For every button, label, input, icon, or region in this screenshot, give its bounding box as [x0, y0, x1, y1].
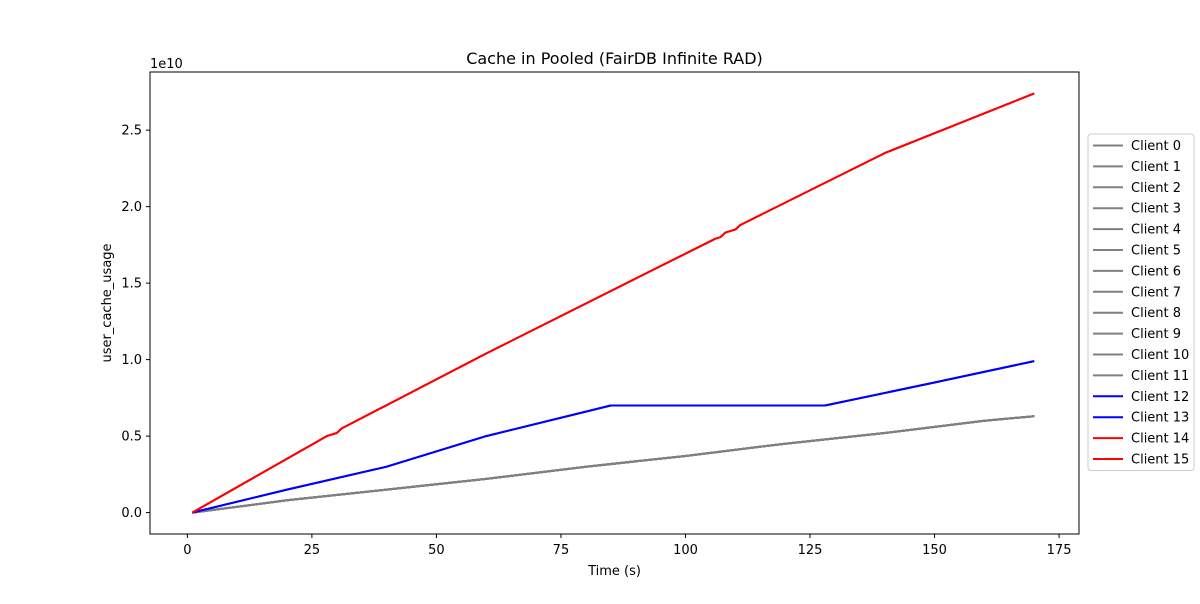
legend-entry-label: Client 4 — [1131, 223, 1181, 238]
series-line-client-12 — [192, 361, 1034, 512]
x-tick-label: 150 — [922, 543, 947, 558]
y-tick-label: 1.5 — [121, 277, 142, 292]
chart-title: Cache in Pooled (FairDB Infinite RAD) — [466, 49, 763, 68]
y-tick-label: 0.5 — [121, 430, 142, 445]
legend-entry-label: Client 12 — [1131, 390, 1189, 405]
y-tick-label: 2.5 — [121, 124, 142, 139]
axes-layer: 0 25 50 75 100 125 150 175 0.0 0.5 1.0 1.5 2.0 2.5 — [121, 124, 1071, 558]
y-axis-label: user_cache_usage — [100, 243, 115, 362]
legend-entry-label: Client 6 — [1131, 264, 1181, 279]
plot-frame — [150, 72, 1079, 534]
legend-entry-label: Client 11 — [1131, 369, 1189, 384]
legend-entry-label: Client 2 — [1131, 181, 1181, 196]
x-axis-label: Time (s) — [587, 564, 641, 579]
series-line-client-15 — [192, 93, 1034, 512]
y-tick-label: 2.0 — [121, 200, 142, 215]
legend-entry-label: Client 7 — [1131, 285, 1181, 300]
legend-entry-label: Client 1 — [1131, 160, 1181, 175]
legend-entry-label: Client 15 — [1131, 453, 1189, 468]
legend-entry-label: Client 0 — [1131, 139, 1181, 154]
legend-entry-label: Client 14 — [1131, 432, 1189, 447]
legend-entry-label: Client 9 — [1131, 327, 1181, 342]
series-line-client-14 — [192, 93, 1034, 512]
series-line-client-13 — [192, 361, 1034, 512]
x-tick-label: 175 — [1047, 543, 1072, 558]
x-tick-label: 100 — [673, 543, 698, 558]
legend-entry-label: Client 8 — [1131, 306, 1181, 321]
x-tick-label: 0 — [183, 543, 191, 558]
series-layer — [192, 93, 1034, 512]
x-tick-label: 50 — [428, 543, 445, 558]
y-tick-label: 0.0 — [121, 506, 142, 521]
x-tick-label: 125 — [798, 543, 823, 558]
y-tick-label: 1.0 — [121, 353, 142, 368]
x-tick-label: 75 — [553, 543, 570, 558]
legend-entry-label: Client 5 — [1131, 244, 1181, 259]
x-tick-label: 25 — [304, 543, 321, 558]
y-offset-label: 1e10 — [150, 57, 183, 72]
series-line-client-11 — [192, 416, 1034, 512]
legend-entry-label: Client 13 — [1131, 411, 1189, 426]
legend-entry-label: Client 3 — [1131, 202, 1181, 217]
legend: Client 0 Client 1 Client 2 Client 3 Client 4… — [1088, 134, 1194, 471]
legend-entry-label: Client 10 — [1131, 348, 1189, 363]
